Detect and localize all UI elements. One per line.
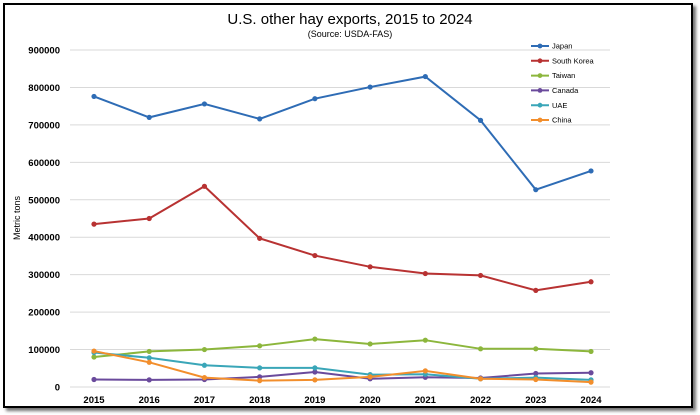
data-point-china [257, 378, 263, 384]
data-point-japan [146, 114, 152, 120]
data-point-south-korea [477, 272, 484, 279]
data-point-south-korea [257, 235, 263, 241]
legend-marker-south-korea [537, 58, 543, 64]
legend-marker-canada [537, 88, 543, 93]
series-line-south-korea [93, 185, 592, 292]
data-point-taiwan [257, 343, 263, 349]
x-tick-label: 2023 [525, 395, 546, 406]
y-tick-label: 500000 [28, 195, 60, 206]
data-point-canada [146, 377, 152, 383]
x-tick-labels: 2015 2016 2017 2018 2019 2020 2021 2022 2023 2024 [83, 395, 602, 406]
y-tick-label: 0 [55, 383, 60, 394]
x-tick-label: 2018 [249, 395, 270, 406]
data-point-canada [533, 370, 539, 377]
data-point-taiwan [477, 346, 484, 352]
data-point-canada [588, 370, 594, 376]
data-point-china [367, 374, 373, 380]
y-tick-label: 700000 [28, 120, 60, 131]
data-point-south-korea [91, 221, 97, 227]
x-tick-label: 2020 [360, 395, 381, 406]
data-point-taiwan [588, 348, 594, 355]
data-point-japan [312, 96, 318, 102]
y-tick-label: 800000 [28, 83, 60, 94]
chart-subtitle: (Source: USDA-FAS) [308, 29, 393, 39]
x-tick-label: 2017 [194, 395, 215, 406]
y-tick-label: 200000 [28, 308, 60, 319]
y-tick-label: 100000 [28, 345, 60, 356]
y-tick-label: 400000 [28, 233, 60, 244]
x-tick-label: 2015 [83, 395, 105, 406]
data-point-canada [312, 369, 318, 375]
data-point-south-korea [146, 215, 152, 222]
series-line-china [93, 350, 592, 384]
legend-label-japan: Japan [552, 42, 572, 51]
data-point-japan [422, 73, 428, 80]
series-line-canada [93, 371, 592, 381]
data-point-china [588, 379, 594, 385]
series-line-japan [93, 75, 592, 191]
data-point-japan [257, 116, 263, 122]
gridlines [70, 49, 610, 388]
data-point-taiwan [146, 348, 152, 355]
data-point-taiwan [367, 341, 373, 347]
series-group [91, 73, 594, 385]
y-tick-label: 300000 [28, 270, 60, 281]
data-point-uae [146, 355, 152, 361]
x-tick-label: 2019 [304, 395, 325, 406]
y-axis-label: Metric tons [12, 195, 22, 240]
legend-marker-japan [537, 43, 543, 49]
legend-label-uae: UAE [552, 101, 567, 110]
data-point-china [477, 376, 484, 382]
data-point-japan [201, 101, 208, 107]
data-point-uae [312, 365, 318, 371]
data-point-taiwan [91, 354, 97, 360]
x-tick-label: 2021 [415, 395, 437, 406]
data-point-south-korea [422, 270, 428, 277]
chart-frame [3, 3, 693, 408]
data-point-canada [257, 374, 263, 380]
data-point-canada [91, 376, 97, 383]
data-point-china [146, 359, 152, 365]
y-tick-labels: 0 100000 200000 300000 400000 500000 600000 700… [28, 46, 60, 394]
data-point-south-korea [201, 183, 208, 189]
legend: Japan South Korea Taiwan Canada UAE China [531, 42, 595, 125]
legend-label-taiwan: Taiwan [552, 71, 575, 80]
data-point-uae [201, 362, 208, 368]
data-point-south-korea [533, 287, 539, 293]
data-point-taiwan [312, 336, 318, 342]
data-point-china [312, 377, 318, 383]
data-point-china [91, 348, 97, 354]
y-tick-label: 900000 [28, 46, 60, 57]
chart-title: U.S. other hay exports, 2015 to 2024 [227, 11, 472, 28]
data-point-china [422, 368, 428, 374]
series-line-taiwan [93, 338, 592, 359]
data-point-south-korea [312, 252, 318, 259]
data-point-japan [588, 168, 594, 174]
data-point-china [201, 375, 208, 381]
data-point-japan [533, 187, 539, 193]
data-point-taiwan [201, 346, 208, 353]
x-tick-label: 2024 [580, 395, 602, 406]
data-point-uae [257, 365, 263, 371]
data-point-south-korea [367, 264, 373, 270]
data-point-south-korea [588, 279, 594, 285]
data-point-japan [367, 84, 373, 90]
data-point-taiwan [533, 346, 539, 352]
legend-label-china: China [552, 116, 572, 125]
data-point-japan [91, 93, 97, 100]
x-tick-label: 2022 [470, 395, 491, 406]
data-point-taiwan [422, 337, 428, 343]
legend-marker-uae [537, 102, 543, 108]
data-point-japan [477, 117, 484, 123]
legend-label-south-korea: South Korea [552, 56, 595, 65]
x-tick-label: 2016 [139, 395, 160, 406]
data-point-china [533, 376, 539, 383]
legend-label-canada: Canada [552, 86, 579, 95]
legend-marker-china [537, 117, 543, 123]
legend-marker-taiwan [537, 73, 543, 78]
y-tick-label: 600000 [28, 158, 60, 169]
